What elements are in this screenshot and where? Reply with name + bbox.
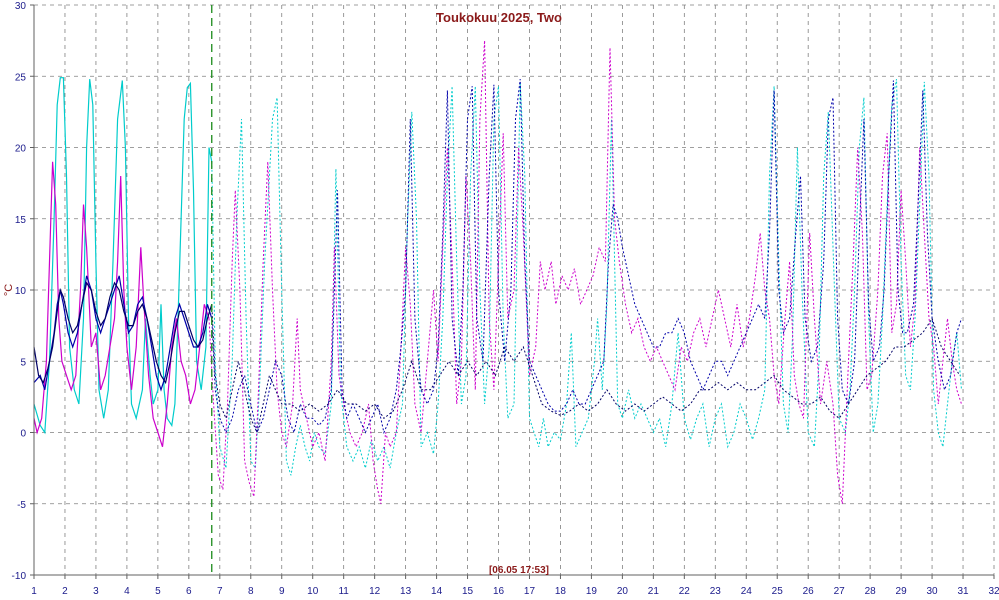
y-tick-label: 10: [15, 286, 27, 297]
x-tick-label: 24: [741, 586, 753, 597]
x-tick-label: 3: [93, 586, 99, 597]
series-0-measured-line: [33, 77, 213, 435]
x-tick-label: 12: [369, 586, 381, 597]
x-tick-label: 18: [555, 586, 567, 597]
x-axis-ticks: 1 2 3 4 5 6 7 8 9 10 11 12 13 14 15 16 17 18 19 20 21 22 23 24 2…: [31, 575, 999, 597]
x-tick-label: 6: [186, 586, 192, 597]
x-tick-label: 5: [155, 586, 161, 597]
y-axis-label: °C: [3, 284, 15, 296]
x-tick-label: 19: [586, 586, 598, 597]
x-tick-label: 11: [338, 586, 349, 597]
y-tick-label: 25: [15, 72, 27, 83]
x-tick-label: 16: [493, 586, 505, 597]
grid: [33, 4, 995, 576]
y-tick-label: -5: [17, 500, 26, 511]
x-tick-label: 21: [648, 586, 660, 597]
x-tick-label: 9: [279, 586, 285, 597]
x-tick-label: 31: [957, 586, 969, 597]
x-tick-label: 15: [462, 586, 474, 597]
x-tick-label: 13: [400, 586, 412, 597]
y-tick-label: -10: [12, 571, 27, 582]
series-1-forecast-line: [208, 40, 962, 504]
x-tick-label: 30: [927, 586, 939, 597]
y-tick-label: 0: [20, 429, 26, 440]
x-tick-label: 2: [62, 586, 68, 597]
series-3-forecast-line: [211, 304, 961, 435]
series-1-measured-line: [33, 161, 210, 447]
y-axis-ticks: -10 -5 0 5 10 15 20 25 30: [12, 1, 34, 582]
chart-title: Toukokuu 2025, Two: [436, 10, 562, 25]
x-tick-label: 32: [988, 586, 999, 597]
y-tick-label: 30: [15, 1, 27, 12]
x-tick-label: 14: [431, 586, 443, 597]
x-tick-label: 22: [679, 586, 691, 597]
x-tick-label: 1: [31, 586, 37, 597]
x-tick-label: 7: [217, 586, 223, 597]
x-tick-label: 26: [803, 586, 815, 597]
x-tick-label: 27: [834, 586, 846, 597]
x-tick-label: 10: [307, 586, 319, 597]
x-tick-label: 8: [248, 586, 254, 597]
cursor-timestamp-label: [06.05 17:53]: [489, 565, 549, 576]
x-tick-label: 25: [772, 586, 784, 597]
y-tick-label: 5: [20, 357, 26, 368]
x-tick-label: 23: [710, 586, 722, 597]
x-tick-label: 4: [124, 586, 130, 597]
series-3-measured-line: [33, 281, 213, 385]
x-tick-label: 29: [896, 586, 908, 597]
series-lines: [33, 40, 962, 504]
y-tick-label: 20: [15, 144, 27, 155]
x-tick-label: 17: [524, 586, 536, 597]
y-tick-label: 15: [15, 215, 27, 226]
series-2-forecast-line: [211, 79, 962, 435]
x-tick-label: 20: [617, 586, 629, 597]
x-tick-label: 28: [865, 586, 877, 597]
